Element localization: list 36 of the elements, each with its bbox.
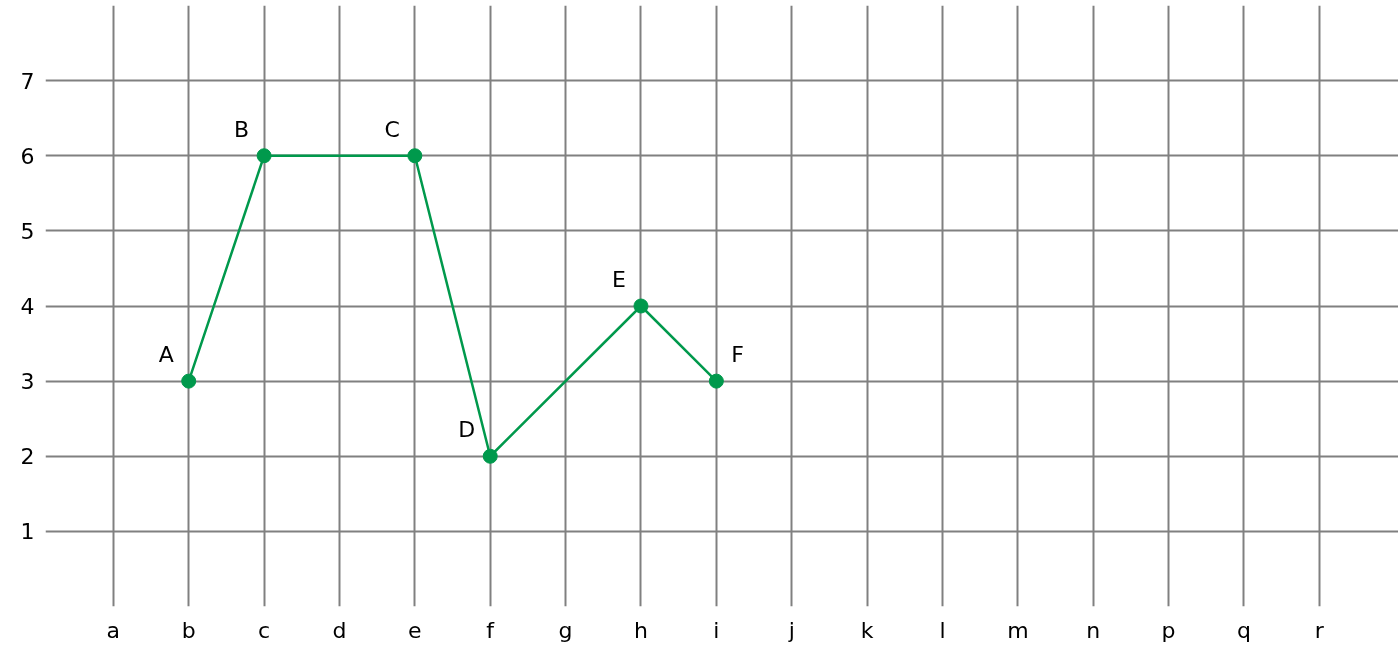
annotation: A xyxy=(158,342,174,368)
point xyxy=(708,373,724,389)
point xyxy=(181,373,197,389)
point xyxy=(633,298,649,314)
point xyxy=(407,148,423,164)
annotation: D xyxy=(458,417,476,443)
x-tick-label: m xyxy=(1007,617,1029,643)
point xyxy=(256,148,272,164)
x-tick-label: c xyxy=(258,617,271,643)
x-tick-label: n xyxy=(1086,617,1101,643)
x-tick-label: l xyxy=(939,617,946,643)
y-tick-label: 5 xyxy=(20,218,35,244)
x-tick-label: q xyxy=(1237,617,1251,643)
annotation: F xyxy=(731,342,744,368)
y-tick-label: 6 xyxy=(20,143,35,169)
annotation: E xyxy=(612,267,626,292)
y-tick-label: 4 xyxy=(20,294,35,319)
annotation: B xyxy=(234,116,250,142)
x-tick-label: e xyxy=(408,617,422,643)
x-tick-label: k xyxy=(860,617,874,643)
y-tick-label: 7 xyxy=(20,68,35,94)
y-tick-label: 2 xyxy=(20,444,35,470)
y-tick-label: 3 xyxy=(20,369,35,395)
point xyxy=(482,448,498,464)
x-tick-label: p xyxy=(1161,617,1176,643)
y-tick-label: 1 xyxy=(20,519,35,545)
x-tick-label: b xyxy=(181,617,196,643)
x-tick-label: r xyxy=(1314,617,1325,643)
x-tick-label: a xyxy=(106,617,121,643)
x-tick-label: j xyxy=(787,617,795,643)
x-tick-label: g xyxy=(558,617,573,643)
annotation: C xyxy=(384,116,400,142)
x-tick-label: h xyxy=(634,617,648,643)
x-tick-label: i xyxy=(713,617,720,643)
x-tick-label: f xyxy=(486,617,496,643)
x-tick-label: d xyxy=(332,617,347,643)
